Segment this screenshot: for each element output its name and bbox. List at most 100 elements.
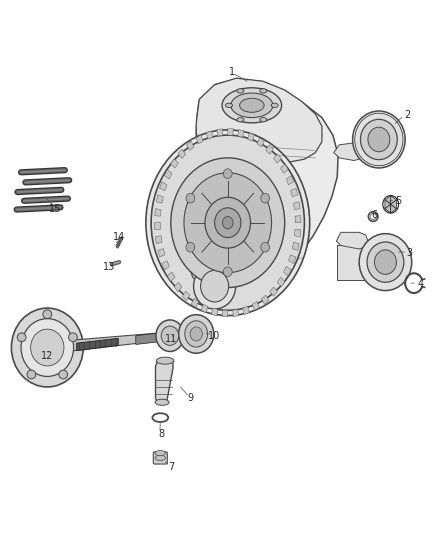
Polygon shape (270, 287, 278, 296)
Ellipse shape (261, 243, 269, 252)
Text: 8: 8 (158, 429, 164, 439)
Polygon shape (247, 133, 254, 141)
Polygon shape (77, 338, 118, 351)
Ellipse shape (231, 93, 273, 118)
Ellipse shape (185, 321, 208, 347)
Circle shape (69, 333, 78, 342)
Ellipse shape (179, 314, 214, 353)
Polygon shape (289, 255, 296, 263)
Polygon shape (233, 309, 239, 317)
Ellipse shape (186, 193, 195, 203)
Polygon shape (261, 295, 269, 304)
Ellipse shape (190, 327, 202, 341)
Polygon shape (52, 333, 158, 353)
Ellipse shape (223, 267, 232, 277)
Polygon shape (217, 129, 223, 136)
Polygon shape (158, 248, 165, 257)
Text: 14: 14 (113, 232, 125, 242)
Polygon shape (295, 216, 301, 223)
Polygon shape (159, 182, 167, 191)
Ellipse shape (359, 233, 412, 290)
Polygon shape (385, 196, 391, 204)
Polygon shape (385, 200, 391, 209)
Polygon shape (334, 143, 367, 160)
Polygon shape (191, 298, 198, 308)
Text: 6: 6 (371, 210, 378, 220)
Ellipse shape (237, 118, 244, 122)
Polygon shape (257, 138, 265, 147)
Ellipse shape (156, 320, 184, 351)
Text: 5: 5 (396, 196, 402, 206)
Polygon shape (280, 164, 288, 173)
Polygon shape (385, 204, 391, 213)
Polygon shape (293, 202, 300, 209)
Polygon shape (277, 277, 285, 287)
Text: 11: 11 (165, 334, 177, 344)
Ellipse shape (368, 127, 390, 152)
Ellipse shape (184, 173, 272, 273)
Polygon shape (155, 236, 162, 244)
Ellipse shape (156, 357, 174, 364)
Text: 12: 12 (41, 351, 53, 361)
Ellipse shape (11, 308, 83, 387)
Polygon shape (391, 196, 396, 204)
Circle shape (17, 333, 26, 342)
Polygon shape (336, 232, 368, 249)
Text: 13: 13 (102, 262, 115, 272)
Polygon shape (391, 200, 396, 209)
Ellipse shape (151, 135, 304, 310)
Polygon shape (162, 261, 170, 270)
Text: 1: 1 (229, 67, 235, 77)
Circle shape (59, 370, 67, 379)
Polygon shape (155, 361, 173, 403)
Polygon shape (136, 333, 159, 344)
Ellipse shape (260, 88, 267, 93)
Polygon shape (212, 308, 218, 316)
Ellipse shape (155, 399, 169, 405)
Polygon shape (238, 130, 244, 138)
Ellipse shape (240, 98, 264, 112)
Polygon shape (155, 208, 161, 216)
Ellipse shape (367, 242, 404, 282)
Polygon shape (292, 242, 299, 251)
Text: 9: 9 (187, 393, 194, 403)
Ellipse shape (215, 208, 241, 238)
Ellipse shape (31, 329, 64, 366)
Polygon shape (391, 204, 396, 213)
Circle shape (27, 370, 36, 379)
Circle shape (39, 339, 56, 356)
Polygon shape (156, 195, 163, 203)
Polygon shape (286, 175, 294, 185)
Ellipse shape (223, 216, 233, 229)
Ellipse shape (186, 243, 195, 252)
Ellipse shape (260, 118, 267, 122)
Ellipse shape (171, 158, 285, 287)
Polygon shape (252, 302, 260, 310)
Text: 10: 10 (208, 330, 220, 341)
Polygon shape (223, 310, 228, 317)
Text: 15: 15 (49, 204, 61, 214)
Text: 3: 3 (406, 248, 413, 259)
Ellipse shape (146, 130, 310, 316)
Ellipse shape (205, 197, 251, 248)
Ellipse shape (223, 169, 232, 179)
Ellipse shape (271, 103, 278, 108)
Ellipse shape (155, 455, 166, 461)
Text: 4: 4 (417, 279, 424, 289)
Polygon shape (201, 304, 208, 313)
Polygon shape (174, 282, 182, 292)
Polygon shape (187, 141, 194, 150)
Ellipse shape (237, 88, 244, 93)
Ellipse shape (226, 103, 233, 108)
Polygon shape (243, 306, 249, 314)
Text: 7: 7 (168, 462, 174, 472)
Text: 2: 2 (404, 110, 410, 120)
Polygon shape (196, 135, 203, 144)
Ellipse shape (374, 250, 396, 274)
Polygon shape (170, 159, 178, 168)
Polygon shape (178, 149, 186, 158)
Ellipse shape (161, 326, 179, 345)
Polygon shape (274, 154, 282, 163)
Polygon shape (294, 229, 301, 237)
Polygon shape (228, 128, 233, 135)
